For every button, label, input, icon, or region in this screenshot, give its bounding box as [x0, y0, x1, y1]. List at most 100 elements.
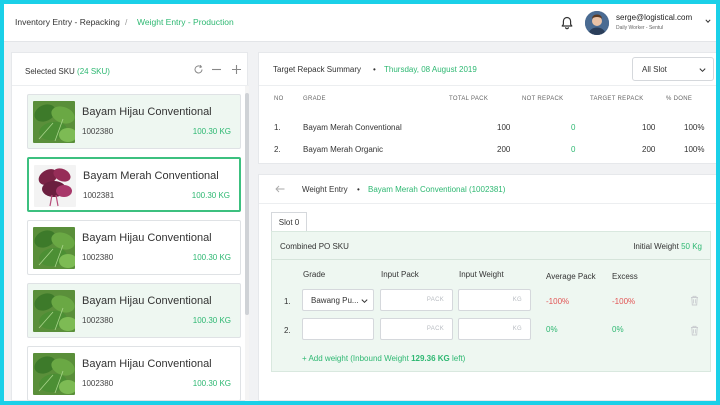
sku-weight: 100.30 KG — [191, 191, 230, 200]
combined-po-sku-card: Combined PO SKU Initial Weight 50 Kg Gra… — [271, 231, 711, 372]
chevron-down-icon — [699, 68, 706, 73]
input-pack-field[interactable]: PACK — [380, 289, 453, 311]
column-header-not-repack: NOT REPACK — [522, 96, 564, 102]
row-number: 1. — [284, 297, 291, 306]
excess-value: 0% — [612, 325, 624, 334]
slot-select-value: All Slot — [642, 65, 667, 74]
row-done: 100% — [684, 123, 705, 132]
app-frame: Inventory Entry - Repacking / Weight Ent… — [4, 4, 716, 401]
sku-image — [33, 290, 75, 332]
sku-image — [34, 165, 76, 207]
add-weight-suffix: left) — [452, 354, 466, 363]
input-pack-field[interactable]: PACK — [380, 318, 453, 340]
column-header-total-pack: TOTAL PACK — [449, 96, 489, 102]
breadcrumb-current: Weight Entry - Production — [137, 17, 234, 27]
row-number: 2. — [284, 326, 291, 335]
average-pack-value: -100% — [546, 297, 570, 306]
input-weight-field[interactable]: KG — [458, 289, 531, 311]
input-weight-field[interactable]: KG — [458, 318, 531, 340]
breadcrumb-separator: / — [125, 17, 128, 27]
selected-sku-count: (24 SKU) — [77, 67, 110, 76]
weight-entry-title: Weight Entry — [302, 185, 348, 194]
avatar[interactable] — [585, 11, 609, 35]
sku-code: 1002380 — [82, 127, 114, 136]
sku-card[interactable]: Bayam Hijau Conventional 1002380 100.30 KG — [27, 346, 241, 401]
user-role: Daily Worker - Sentul — [616, 25, 664, 31]
row-done: 100% — [684, 145, 705, 154]
summary-title: Target Repack Summary — [273, 65, 362, 74]
grade-select-value: Bawang Pu... — [311, 296, 359, 305]
back-arrow-icon[interactable] — [275, 185, 285, 193]
column-header-average-pack: Average Pack — [546, 272, 596, 281]
column-header-no: NO — [274, 96, 284, 102]
selected-sku-title: Selected SKU (24 SKU) — [25, 67, 110, 76]
excess-value: -100% — [612, 297, 636, 306]
scrollbar-thumb[interactable] — [245, 93, 249, 315]
avatar-image — [585, 11, 609, 35]
plus-icon[interactable] — [231, 64, 242, 75]
divider — [259, 85, 716, 86]
add-weight-prefix: + Add weight (Inbound Weight — [302, 354, 409, 363]
selected-sku-label: Selected SKU — [25, 67, 75, 76]
summary-dot: • — [373, 65, 376, 74]
sku-weight: 100.30 KG — [192, 316, 231, 325]
minus-icon[interactable] — [211, 64, 222, 75]
selected-sku-panel: Selected SKU (24 SKU) Bayam Hijau Conven… — [11, 52, 249, 401]
weight-entry-sku: Bayam Merah Conventional (1002381) — [368, 185, 506, 194]
weight-entry-dot: • — [357, 185, 360, 194]
row-not-repack: 0 — [571, 145, 576, 154]
sku-code: 1002380 — [82, 253, 114, 262]
trash-icon[interactable] — [690, 325, 699, 336]
grade-select[interactable] — [302, 318, 374, 340]
refresh-icon[interactable] — [193, 64, 204, 75]
row-not-repack: 0 — [571, 123, 576, 132]
column-header-target-repack: TARGET REPACK — [590, 96, 644, 102]
slot-select[interactable]: All Slot — [632, 57, 714, 81]
column-header-done: % DONE — [666, 96, 693, 102]
sku-card[interactable]: Bayam Hijau Conventional 1002380 100.30 KG — [27, 220, 241, 275]
row-no: 1. — [274, 123, 281, 132]
row-target-repack: 100 — [642, 123, 656, 132]
grade-select[interactable]: Bawang Pu... — [302, 289, 374, 311]
sku-image — [33, 227, 75, 269]
row-no: 2. — [274, 145, 281, 154]
add-weight-link[interactable]: + Add weight (Inbound Weight 129.36 KG l… — [302, 354, 465, 363]
column-header-grade: GRADE — [303, 96, 326, 102]
combined-po-title: Combined PO SKU — [280, 242, 349, 251]
column-header-grade: Grade — [303, 270, 326, 279]
input-weight-placeholder: KG — [512, 297, 522, 303]
column-header-excess: Excess — [612, 272, 638, 281]
row-grade: Bayam Merah Organic — [303, 145, 384, 154]
target-repack-summary: Target Repack Summary • Thursday, 08 Aug… — [258, 52, 716, 164]
user-email[interactable]: serge@logistical.com — [616, 13, 693, 22]
row-target-repack: 200 — [642, 145, 656, 154]
sku-weight: 100.30 KG — [192, 253, 231, 262]
row-total-pack: 200 — [497, 145, 511, 154]
row-total-pack: 100 — [497, 123, 511, 132]
sku-code: 1002380 — [82, 316, 114, 325]
initial-weight-value: 50 Kg — [681, 242, 702, 251]
top-bar: Inventory Entry - Repacking / Weight Ent… — [4, 4, 716, 42]
initial-weight-label: Initial Weight — [633, 242, 679, 251]
divider — [12, 85, 249, 86]
sku-name: Bayam Hijau Conventional — [82, 358, 212, 370]
input-pack-placeholder: PACK — [426, 297, 444, 303]
sku-image — [33, 101, 75, 143]
row-grade: Bayam Merah Conventional — [303, 123, 402, 132]
sku-card[interactable]: Bayam Hijau Conventional 1002380 100.30 KG — [27, 283, 241, 338]
sku-code: 1002380 — [82, 379, 114, 388]
input-weight-placeholder: KG — [512, 326, 522, 332]
breadcrumb-parent[interactable]: Inventory Entry - Repacking — [15, 17, 120, 27]
sku-name: Bayam Hijau Conventional — [82, 232, 212, 244]
bell-icon[interactable] — [560, 16, 574, 30]
chevron-down-icon — [361, 299, 368, 304]
sku-card[interactable]: Bayam Merah Conventional 1002381 100.30 KG — [27, 157, 241, 212]
divider — [272, 259, 710, 260]
column-header-input-pack: Input Pack — [381, 270, 419, 279]
add-weight-inbound-value: 129.36 KG — [411, 354, 450, 363]
sku-name: Bayam Merah Conventional — [83, 170, 219, 182]
chevron-down-icon[interactable] — [705, 18, 711, 24]
tab-slot-0[interactable]: Slot 0 — [271, 212, 307, 232]
trash-icon[interactable] — [690, 295, 699, 306]
sku-card[interactable]: Bayam Hijau Conventional 1002380 100.30 KG — [27, 94, 241, 149]
